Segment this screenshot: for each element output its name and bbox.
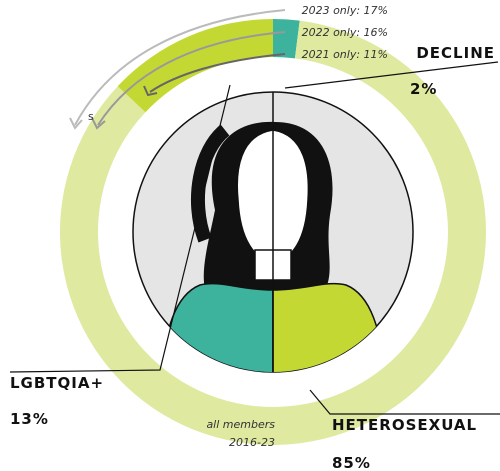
note: 2016-23 bbox=[229, 436, 275, 449]
category-label: LGBTQIA+ bbox=[10, 374, 104, 392]
value-label: 2% bbox=[410, 80, 437, 98]
category-label: HETEROSEXUAL bbox=[332, 416, 477, 434]
annotation: 2023 only: 17% bbox=[302, 4, 388, 17]
donut-segment bbox=[273, 19, 300, 59]
leaders bbox=[9, 61, 500, 415]
annotation: 2022 only: 16% bbox=[302, 26, 388, 39]
trend-arrows bbox=[69, 9, 286, 130]
value-label: 13% bbox=[10, 410, 49, 428]
annotation: 2021 only: 11% bbox=[302, 48, 388, 61]
fragment-text: s bbox=[88, 110, 94, 123]
note: all members bbox=[206, 418, 275, 431]
category-label: DECLINE bbox=[416, 44, 495, 62]
value-label: 85% bbox=[332, 454, 371, 471]
